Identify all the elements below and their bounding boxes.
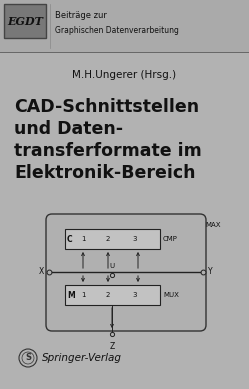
Text: 1: 1 — [81, 292, 85, 298]
Bar — [4, 4, 46, 38]
Text: 3: 3 — [133, 292, 137, 298]
Text: 3: 3 — [133, 236, 137, 242]
Text: EGDT: EGDT — [7, 16, 43, 26]
Text: X: X — [39, 268, 44, 277]
Text: CAD-Schnittstellen: CAD-Schnittstellen — [14, 98, 199, 116]
FancyBboxPatch shape — [46, 214, 206, 331]
Text: Y: Y — [208, 268, 213, 277]
Text: 2: 2 — [106, 236, 110, 242]
Text: MUX: MUX — [163, 292, 179, 298]
Bar — [65, 285, 160, 305]
Text: Elektronik-Bereich: Elektronik-Bereich — [14, 164, 195, 182]
Text: M.H.Ungerer (Hrsg.): M.H.Ungerer (Hrsg.) — [72, 70, 176, 80]
Bar — [65, 229, 160, 249]
Text: Beiträge zur: Beiträge zur — [55, 11, 107, 19]
Text: 1: 1 — [81, 236, 85, 242]
Text: MAX: MAX — [205, 222, 221, 228]
Text: Springer-Verlag: Springer-Verlag — [42, 353, 122, 363]
Text: U: U — [110, 263, 115, 269]
Text: Z: Z — [109, 342, 115, 351]
Text: C: C — [67, 235, 73, 244]
Text: S: S — [25, 354, 31, 363]
Text: transferformate im: transferformate im — [14, 142, 202, 160]
Text: und Daten-: und Daten- — [14, 120, 123, 138]
Bar — [0, 0, 249, 52]
Text: CMP: CMP — [163, 236, 178, 242]
Text: M: M — [67, 291, 75, 300]
Text: Graphischen Datenverarbeitung: Graphischen Datenverarbeitung — [55, 26, 179, 35]
Text: 2: 2 — [106, 292, 110, 298]
